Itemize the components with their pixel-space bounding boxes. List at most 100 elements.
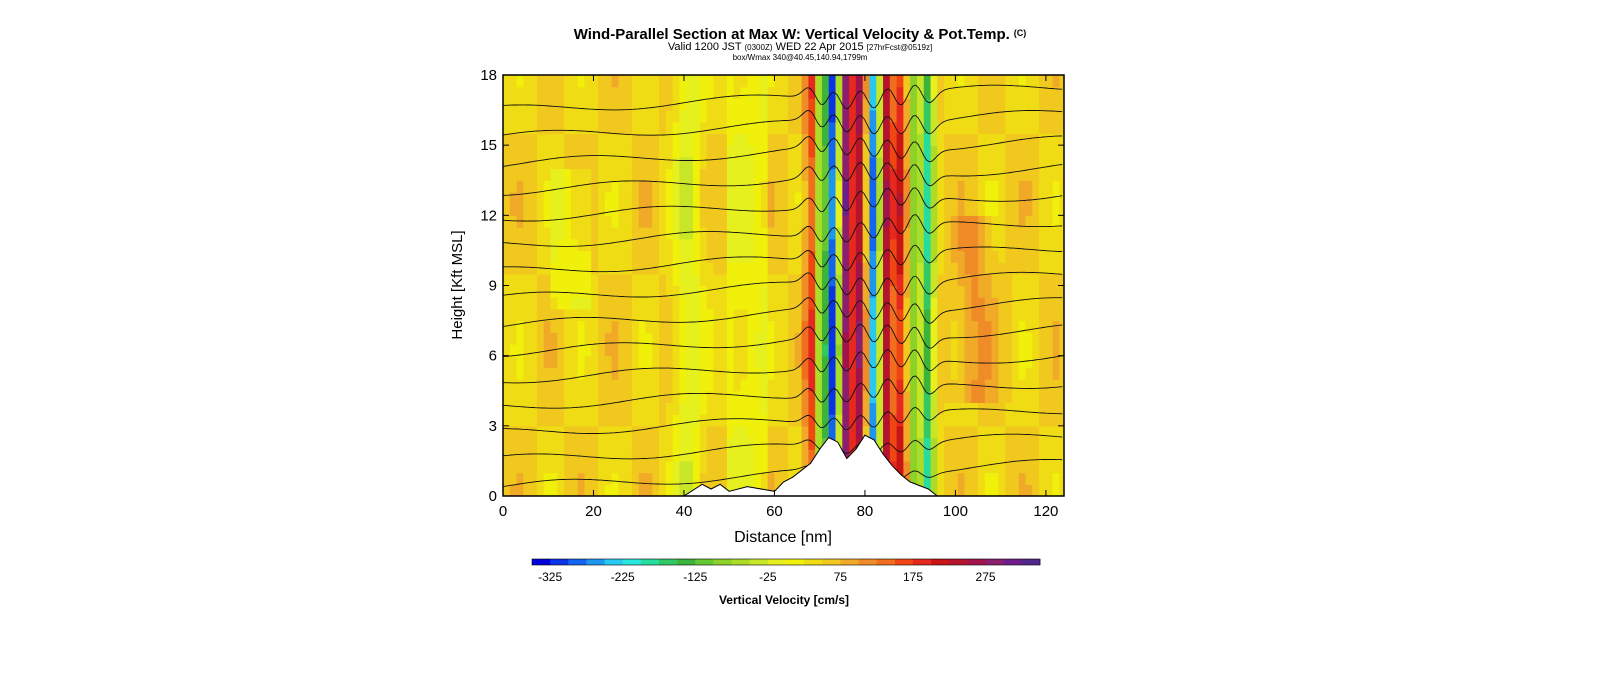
- field-cell: [543, 367, 552, 380]
- field-cell: [767, 425, 776, 439]
- field-cell: [801, 98, 809, 111]
- field-cell: [618, 308, 626, 322]
- field-cell: [794, 203, 803, 216]
- field-cell: [625, 262, 633, 275]
- field-cell: [964, 145, 972, 158]
- field-cell: [794, 449, 803, 462]
- field-cell: [991, 355, 999, 368]
- field-cell: [842, 262, 850, 275]
- field-cell: [1018, 203, 1027, 216]
- field-cell: [726, 285, 735, 298]
- field-cell: [1059, 110, 1064, 123]
- field-cell: [679, 297, 687, 310]
- field-cell: [950, 156, 959, 170]
- field-cell: [604, 191, 613, 205]
- field-cell: [740, 110, 748, 123]
- field-cell: [665, 402, 674, 415]
- field-cell: [991, 121, 999, 135]
- field-cell: [937, 227, 945, 240]
- field-cell: [937, 250, 945, 263]
- field-cell: [530, 449, 538, 462]
- field-cell: [577, 425, 586, 439]
- field-cell: [1039, 437, 1047, 450]
- field-cell: [991, 227, 999, 240]
- field-cell: [788, 308, 796, 322]
- field-cell: [665, 75, 674, 88]
- field-cell: [903, 379, 911, 392]
- field-cell: [1052, 343, 1061, 357]
- field-cell: [693, 449, 701, 462]
- field-cell: [604, 215, 613, 228]
- field-cell: [672, 390, 681, 404]
- field-cell: [679, 425, 687, 439]
- field-cell: [720, 460, 728, 474]
- field-cell: [788, 191, 796, 205]
- field-cell: [625, 379, 633, 392]
- field-cell: [760, 98, 769, 111]
- field-cell: [937, 285, 945, 298]
- field-cell: [862, 402, 871, 415]
- field-cell: [577, 285, 586, 298]
- field-cell: [706, 320, 714, 333]
- field-cell: [862, 379, 871, 392]
- field-cell: [1018, 86, 1027, 99]
- field-cell: [577, 414, 586, 427]
- field-cell: [1005, 145, 1013, 158]
- field-cell: [686, 297, 694, 310]
- field-cell: [536, 425, 545, 439]
- field-cell: [794, 285, 803, 298]
- field-cell: [774, 355, 782, 368]
- field-cell: [930, 250, 938, 263]
- field-cell: [971, 156, 979, 170]
- field-cell: [638, 449, 647, 462]
- field-cell: [855, 133, 864, 146]
- field-cell: [577, 460, 586, 474]
- field-cell: [896, 355, 904, 368]
- field-cell: [557, 98, 565, 111]
- colorbar-tick-label: -125: [683, 570, 707, 584]
- field-cell: [876, 156, 884, 170]
- field-cell: [910, 367, 918, 380]
- colorbar-tick-label: 175: [903, 570, 923, 584]
- field-cell: [991, 145, 999, 158]
- field-cell: [733, 215, 742, 228]
- field-cell: [733, 308, 742, 322]
- field-cell: [1039, 449, 1047, 462]
- field-cell: [564, 367, 572, 380]
- field-cell: [611, 110, 619, 123]
- field-cell: [693, 390, 701, 404]
- field-cell: [659, 156, 667, 170]
- field-cell: [1039, 191, 1047, 205]
- field-cell: [740, 75, 748, 88]
- field-cell: [638, 355, 647, 368]
- field-cell: [543, 425, 552, 439]
- field-cell: [957, 238, 966, 252]
- field-cell: [672, 437, 681, 450]
- field-cell: [944, 133, 952, 146]
- field-cell: [978, 390, 986, 404]
- field-cell: [686, 238, 694, 252]
- field-cell: [883, 145, 891, 158]
- field-cell: [767, 343, 776, 357]
- field-cell: [645, 402, 653, 415]
- field-cell: [883, 191, 891, 205]
- field-cell: [910, 414, 918, 427]
- field-cell: [686, 343, 694, 357]
- field-cell: [944, 355, 952, 368]
- field-cell: [801, 402, 809, 415]
- field-cell: [577, 320, 586, 333]
- field-cell: [618, 332, 626, 345]
- field-cell: [672, 379, 681, 392]
- field-cell: [774, 414, 782, 427]
- field-cell: [604, 121, 613, 135]
- field-cell: [665, 121, 674, 135]
- field-cell: [1025, 133, 1033, 146]
- field-cell: [631, 203, 640, 216]
- field-cell: [509, 98, 518, 111]
- field-cell: [693, 285, 701, 298]
- field-cell: [801, 121, 809, 135]
- colorbar-frame: [531, 558, 1041, 566]
- field-cell: [978, 343, 986, 357]
- field-cell: [937, 484, 945, 496]
